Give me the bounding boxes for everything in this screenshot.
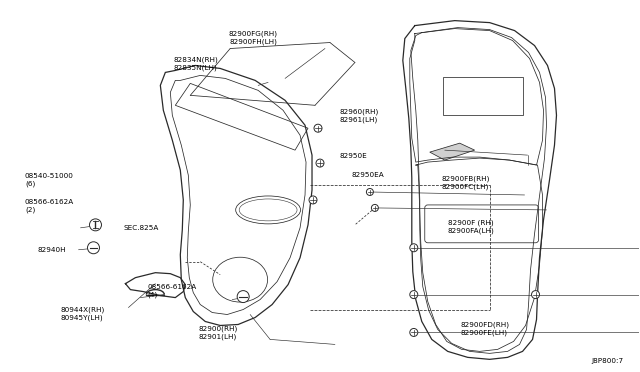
Circle shape [410,328,418,336]
Text: 82950E: 82950E [339,153,367,158]
Circle shape [316,159,324,167]
Text: J8P800:7: J8P800:7 [591,358,623,364]
Bar [443,77,522,115]
Text: 82900(RH)
82901(LH): 82900(RH) 82901(LH) [198,325,237,340]
Circle shape [410,291,418,299]
Text: 08566-6162A
(2): 08566-6162A (2) [25,199,74,214]
Text: 82940H: 82940H [38,247,67,253]
Circle shape [371,205,378,211]
Text: 82960(RH)
82961(LH): 82960(RH) 82961(LH) [339,108,378,123]
Circle shape [237,291,249,302]
Text: 82900F (RH)
82900FA(LH): 82900F (RH) 82900FA(LH) [448,219,495,234]
Circle shape [90,219,102,231]
Text: 82900FD(RH)
82900FE(LH): 82900FD(RH) 82900FE(LH) [461,321,509,336]
Circle shape [88,242,99,254]
Text: 80944X(RH)
80945Y(LH): 80944X(RH) 80945Y(LH) [60,307,104,321]
Text: 82834N(RH)
82835N(LH): 82834N(RH) 82835N(LH) [173,57,218,71]
Text: 82950EA: 82950EA [352,172,385,178]
Circle shape [309,196,317,204]
Text: 82900FG(RH)
82900FH(LH): 82900FG(RH) 82900FH(LH) [228,31,278,45]
Text: 08566-6162A
(4): 08566-6162A (4) [148,283,197,298]
Circle shape [532,291,540,299]
Text: 82900FB(RH)
82900FC(LH): 82900FB(RH) 82900FC(LH) [442,175,490,190]
Text: 08540-51000
(6): 08540-51000 (6) [25,173,74,187]
Polygon shape [430,143,475,160]
Circle shape [366,189,373,195]
Circle shape [314,124,322,132]
Circle shape [410,244,418,252]
Text: SEC.825A: SEC.825A [124,225,159,231]
